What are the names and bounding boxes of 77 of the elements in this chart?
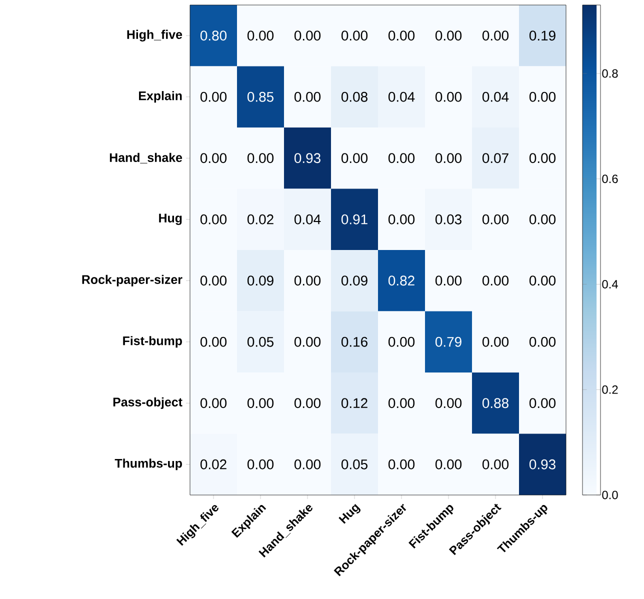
y-tick-label: Explain (139, 91, 182, 103)
data-label: 0.12 (341, 398, 368, 408)
data-label: 0.03 (435, 214, 462, 224)
data-label: 0.00 (247, 153, 274, 164)
data-label: 0.00 (200, 153, 227, 164)
data-label: 0.00 (388, 30, 415, 41)
data-label: 0.00 (435, 153, 462, 164)
y-tick-label: Thumbs-up (114, 458, 182, 470)
y-tick-label: Rock-paper-sizer (82, 274, 182, 286)
data-label: 0.00 (482, 30, 509, 41)
data-label: 0.00 (435, 30, 462, 41)
data-label: 0.93 (529, 459, 556, 470)
data-label: 0.08 (341, 92, 368, 102)
data-label: 0.16 (341, 336, 368, 347)
color-bar-label: 0.0 (602, 490, 618, 500)
data-label: 0.91 (341, 214, 368, 224)
data-label: 0.09 (247, 276, 274, 286)
data-label: 0.00 (200, 214, 227, 224)
data-label: 0.00 (247, 459, 274, 470)
data-label: 0.00 (529, 214, 556, 224)
data-label: 0.02 (247, 214, 274, 224)
data-label: 0.00 (200, 92, 227, 102)
data-label: 0.00 (341, 30, 368, 41)
data-label: 0.79 (435, 336, 462, 347)
data-label: 0.00 (200, 336, 227, 347)
data-label: 0.00 (388, 459, 415, 470)
data-label: 0.00 (529, 276, 556, 286)
y-tick-label: Hug (159, 214, 182, 225)
data-label: 0.04 (482, 92, 509, 102)
y-tick-label: Fist-bump (123, 336, 182, 348)
data-label: 0.00 (388, 336, 415, 347)
data-label: 0.00 (247, 30, 274, 41)
data-label: 0.85 (247, 92, 274, 102)
color-bar-label: 0.8 (602, 69, 618, 78)
data-label: 0.00 (529, 336, 556, 347)
data-label: 0.93 (294, 153, 320, 164)
color-bar-label: 0.6 (602, 174, 618, 184)
data-label: 0.00 (200, 398, 227, 408)
data-label: 0.00 (529, 92, 556, 102)
data-label: 0.00 (294, 92, 321, 102)
data-label: 0.00 (294, 336, 321, 347)
data-label: 0.04 (388, 92, 415, 102)
y-tick-label: Hand_shake (110, 152, 182, 164)
data-label: 0.00 (435, 276, 462, 286)
data-label: 0.88 (482, 398, 508, 408)
color-bar-label: 0.4 (602, 280, 618, 288)
y-tick-label: Pass-object (113, 397, 182, 409)
data-label: 0.07 (482, 153, 508, 164)
data-label: 0.00 (529, 153, 556, 164)
data-label: 0.00 (294, 30, 321, 41)
y-tick-label: High_five (127, 30, 182, 42)
data-label: 0.00 (529, 398, 556, 408)
data-label: 0.00 (482, 336, 509, 347)
data-label: 0.00 (482, 214, 509, 224)
data-label: 0.00 (435, 459, 462, 470)
data-label: 0.00 (482, 276, 509, 286)
data-label: 0.00 (294, 398, 321, 408)
data-label: 0.00 (388, 398, 415, 408)
data-label: 0.00 (294, 459, 321, 470)
data-label: 0.05 (341, 459, 368, 470)
color-bar-label: 0.2 (602, 385, 618, 394)
data-label: 0.04 (294, 214, 321, 224)
data-label: 0.00 (200, 276, 227, 286)
data-label: 0.09 (341, 276, 368, 286)
data-label: 0.00 (435, 398, 462, 408)
data-label: 0.19 (529, 30, 556, 41)
data-label: 0.00 (294, 276, 321, 286)
data-label: 0.00 (482, 459, 509, 470)
data-label: 0.00 (341, 153, 368, 164)
data-label: 0.82 (388, 276, 414, 286)
data-label: 0.80 (200, 30, 227, 41)
data-label: 0.02 (200, 459, 226, 470)
data-label: 0.00 (435, 92, 462, 102)
data-label: 0.00 (388, 214, 415, 224)
data-label: 0.05 (247, 336, 274, 347)
data-label: 0.00 (388, 153, 415, 164)
data-label: 0.00 (247, 398, 274, 408)
